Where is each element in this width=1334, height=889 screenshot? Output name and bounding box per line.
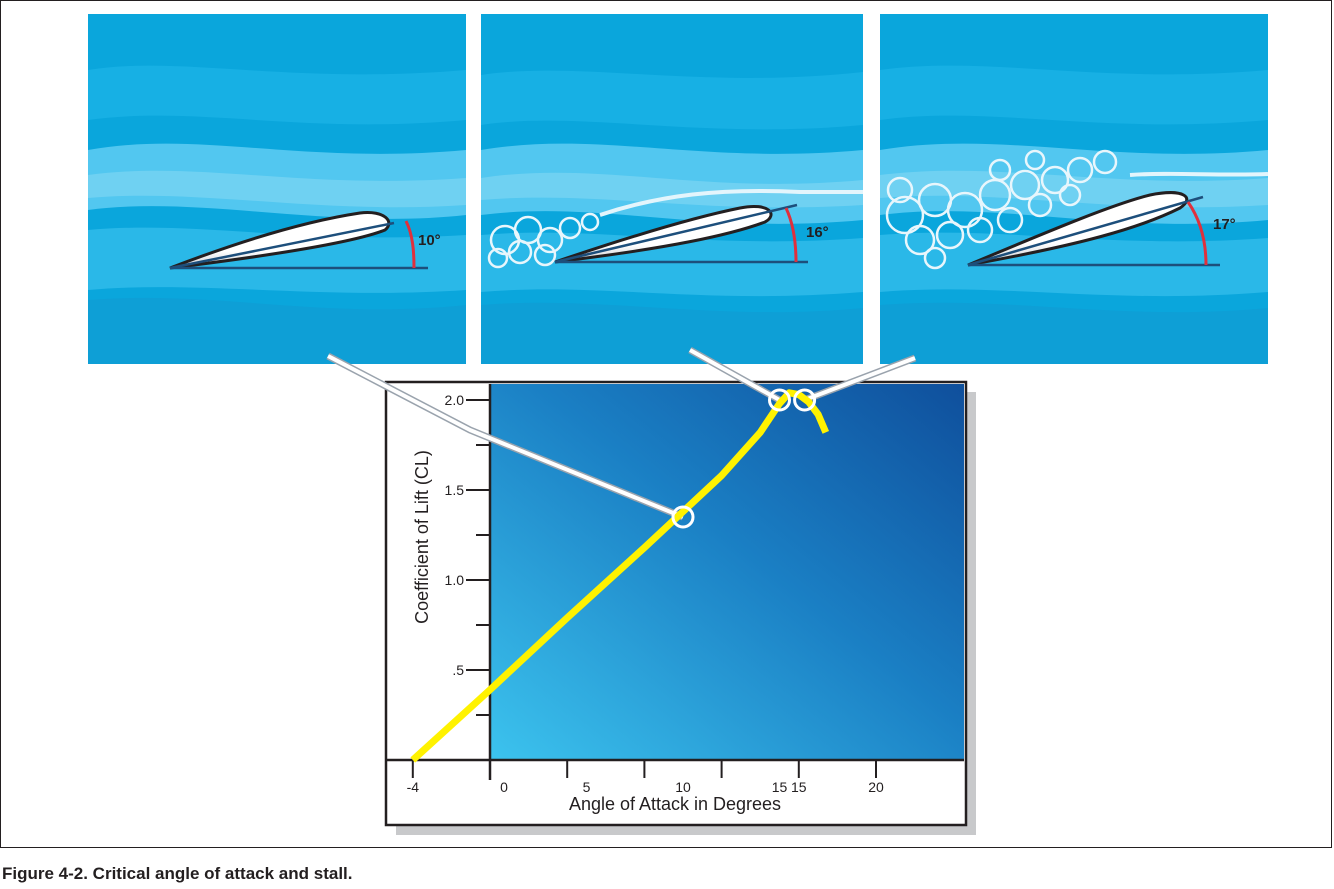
curve-marker xyxy=(793,388,817,412)
airflow-panel-16: 16° xyxy=(481,14,863,364)
flow-streamline xyxy=(1129,171,1268,177)
angle-label: 16° xyxy=(806,224,829,241)
y-tick-label: 1.0 xyxy=(445,572,465,588)
chord-line xyxy=(967,195,1204,267)
x-ticks: -4 0 5 10 15 15 20 xyxy=(407,760,884,795)
y-axis-label: Coefficient of Lift (CL) xyxy=(412,450,432,624)
connector-line xyxy=(327,354,684,519)
curve-marker xyxy=(768,388,791,412)
angle-arc xyxy=(784,207,798,263)
y-ticks: .5 1.0 1.5 2.0 xyxy=(445,392,490,716)
x-tick-label: 0 xyxy=(500,779,508,795)
x-axis-label: Angle of Attack in Degrees xyxy=(569,794,781,814)
flow-streamline xyxy=(599,188,863,217)
x-tick-label: 15 xyxy=(772,779,788,795)
lift-curve-line xyxy=(410,389,830,763)
turbulence xyxy=(885,149,1118,270)
lift-curve xyxy=(410,389,830,763)
lift-chart: .5 1.0 1.5 2.0 -4 0 5 10 15 15 20 Angle of Attack… xyxy=(326,346,976,835)
chord-line xyxy=(554,203,798,264)
x-tick-label: -4 xyxy=(407,779,420,795)
y-tick-label: 2.0 xyxy=(445,392,465,408)
y-tick-label: 1.5 xyxy=(445,482,465,498)
y-tick-label: .5 xyxy=(452,662,464,678)
panel-connectors xyxy=(326,346,917,521)
turbulence xyxy=(487,212,600,269)
plot-area xyxy=(490,384,964,760)
x-tick-label: 5 xyxy=(583,779,591,795)
angle-label: 10° xyxy=(418,232,441,249)
x-tick-label: 15 xyxy=(791,779,807,795)
airflow-panel-10: 10° xyxy=(88,14,466,364)
connector-line xyxy=(803,356,916,402)
angle-label: 17° xyxy=(1213,216,1236,233)
airfoil xyxy=(967,191,1189,267)
figure-canvas: 10° 16° xyxy=(88,14,1268,835)
airfoil xyxy=(169,211,391,270)
angle-arc xyxy=(404,220,416,269)
x-tick-label: 10 xyxy=(675,779,691,795)
connector-line xyxy=(689,348,781,402)
airflow-panel-17: 17° xyxy=(880,14,1268,364)
angle-arc xyxy=(1186,201,1208,266)
x-tick-label: 20 xyxy=(868,779,884,795)
figure-caption: Figure 4-2. Critical angle of attack and… xyxy=(2,864,353,883)
curve-markers xyxy=(671,388,817,529)
chord-line xyxy=(169,221,395,270)
curve-marker xyxy=(671,505,695,529)
